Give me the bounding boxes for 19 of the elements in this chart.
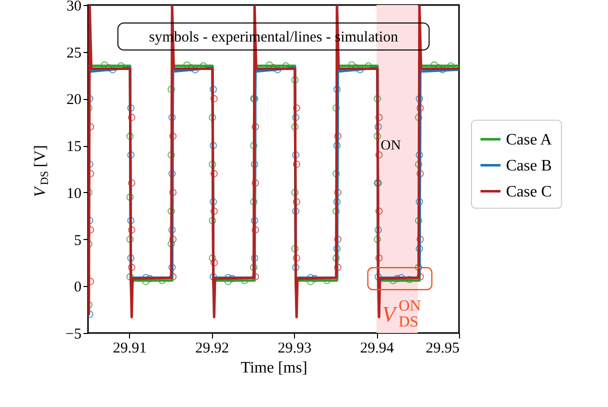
annotation: ON bbox=[380, 138, 401, 154]
legend-label: Case A bbox=[506, 131, 552, 148]
x-tick-label: 29.95 bbox=[426, 340, 460, 356]
x-tick-label: 29.94 bbox=[360, 340, 394, 356]
x-tick-label: 29.92 bbox=[195, 340, 230, 356]
x-tick-label: 29.91 bbox=[112, 340, 147, 356]
x-tick-label: 29.93 bbox=[278, 340, 312, 356]
y-tick-label: 15 bbox=[66, 139, 82, 156]
y-tick-label: 5 bbox=[74, 232, 82, 249]
x-axis-title: Time [ms] bbox=[240, 360, 308, 376]
y-tick-label: 25 bbox=[66, 45, 82, 62]
legend-label: Case B bbox=[506, 157, 552, 174]
y-tick-label: 20 bbox=[66, 92, 82, 108]
legend-label: Case C bbox=[506, 183, 552, 200]
y-tick-label: 0 bbox=[74, 280, 82, 296]
y-tick-label: 10 bbox=[66, 186, 82, 202]
y-tick-label: 30 bbox=[66, 0, 82, 14]
y-tick-label: −5 bbox=[66, 326, 82, 342]
y-axis-title: VDS [V] bbox=[32, 145, 51, 198]
